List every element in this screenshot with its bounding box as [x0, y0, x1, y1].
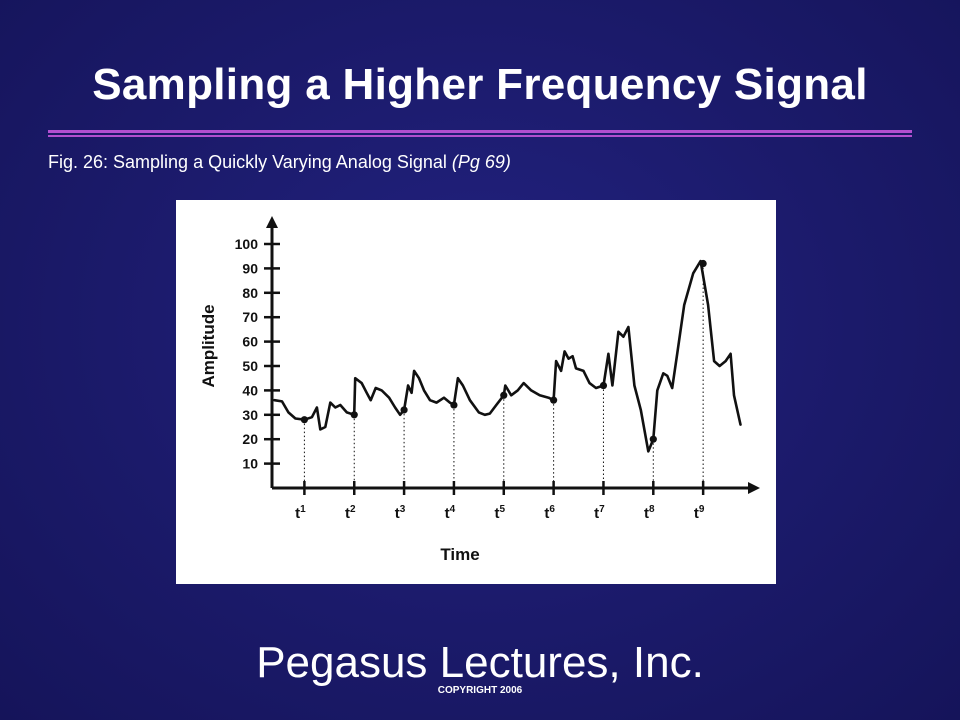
amplitude-time-chart: 10 20 30 40 50 60 70 80 90 100 Amplitude t1 t2 t3 t4 t5…	[199, 216, 760, 564]
brand-name: Pegasus Lectures, Inc.	[256, 638, 704, 687]
copyright-notice: COPYRIGHT 2006	[437, 685, 523, 696]
y-axis-arrow	[266, 216, 278, 228]
y-tick-label: 30	[242, 407, 258, 423]
caption-main: Fig. 26: Sampling a Quickly Varying Anal…	[48, 152, 452, 172]
y-axis-title: Amplitude	[199, 304, 218, 387]
slide-title: Sampling a Higher Frequency Signal	[92, 60, 868, 109]
title-underline	[48, 130, 912, 137]
x-tick-label: t1	[295, 504, 306, 522]
chart-panel: 10 20 30 40 50 60 70 80 90 100 Amplitude t1 t2 t3 t4 t5…	[176, 200, 776, 584]
x-tick-label: t3	[395, 504, 406, 522]
y-tick-label: 90	[242, 260, 258, 276]
y-tick-label: 20	[242, 431, 258, 447]
y-tick-label: 60	[242, 334, 258, 350]
x-axis-title: Time	[440, 545, 479, 564]
y-tick-label: 80	[242, 285, 258, 301]
x-tick-label: t4	[445, 504, 456, 522]
x-tick-label: t9	[694, 504, 705, 522]
y-tick-label: 10	[242, 456, 258, 472]
x-tick-label: t5	[494, 504, 505, 522]
y-tick-label: 40	[242, 382, 258, 398]
figure-caption: Fig. 26: Sampling a Quickly Varying Anal…	[48, 152, 511, 173]
y-tick-label: 70	[242, 309, 258, 325]
x-tick-label: t2	[345, 504, 356, 522]
x-tick-label: t8	[644, 504, 655, 522]
caption-page-ref: (Pg 69)	[451, 152, 511, 172]
y-tick-label: 50	[242, 358, 258, 374]
y-tick-label: 100	[235, 236, 259, 252]
x-tick-label: t7	[594, 504, 605, 522]
signal-line	[273, 259, 742, 453]
x-tick-label: t6	[544, 504, 555, 522]
x-axis-arrow	[748, 482, 760, 494]
